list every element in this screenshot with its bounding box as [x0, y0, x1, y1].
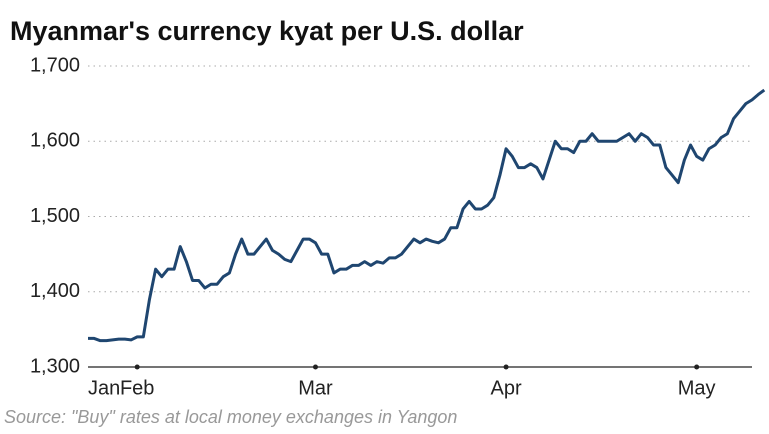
x-tick-mark — [134, 364, 140, 370]
x-tick-label: May — [678, 377, 716, 399]
chart-title: Myanmar's currency kyat per U.S. dollar — [10, 16, 524, 46]
x-tick-label: Mar — [298, 377, 333, 399]
y-tick-label: 1,400 — [30, 280, 80, 302]
x-tick-mark — [312, 364, 318, 370]
line-series — [88, 88, 766, 343]
y-tick-label: 1,500 — [30, 205, 80, 227]
source-note: Source: "Buy" rates at local money excha… — [4, 407, 457, 427]
x-tick-mark — [503, 364, 509, 370]
x-tick-label: Apr — [491, 377, 522, 399]
x-tick-label: Jan — [88, 377, 120, 399]
y-tick-label: 1,300 — [30, 355, 80, 377]
y-tick-label: 1,700 — [30, 54, 80, 76]
x-tick-label: Feb — [120, 377, 154, 399]
y-tick-label: 1,600 — [30, 130, 80, 152]
x-tick-mark — [694, 364, 700, 370]
